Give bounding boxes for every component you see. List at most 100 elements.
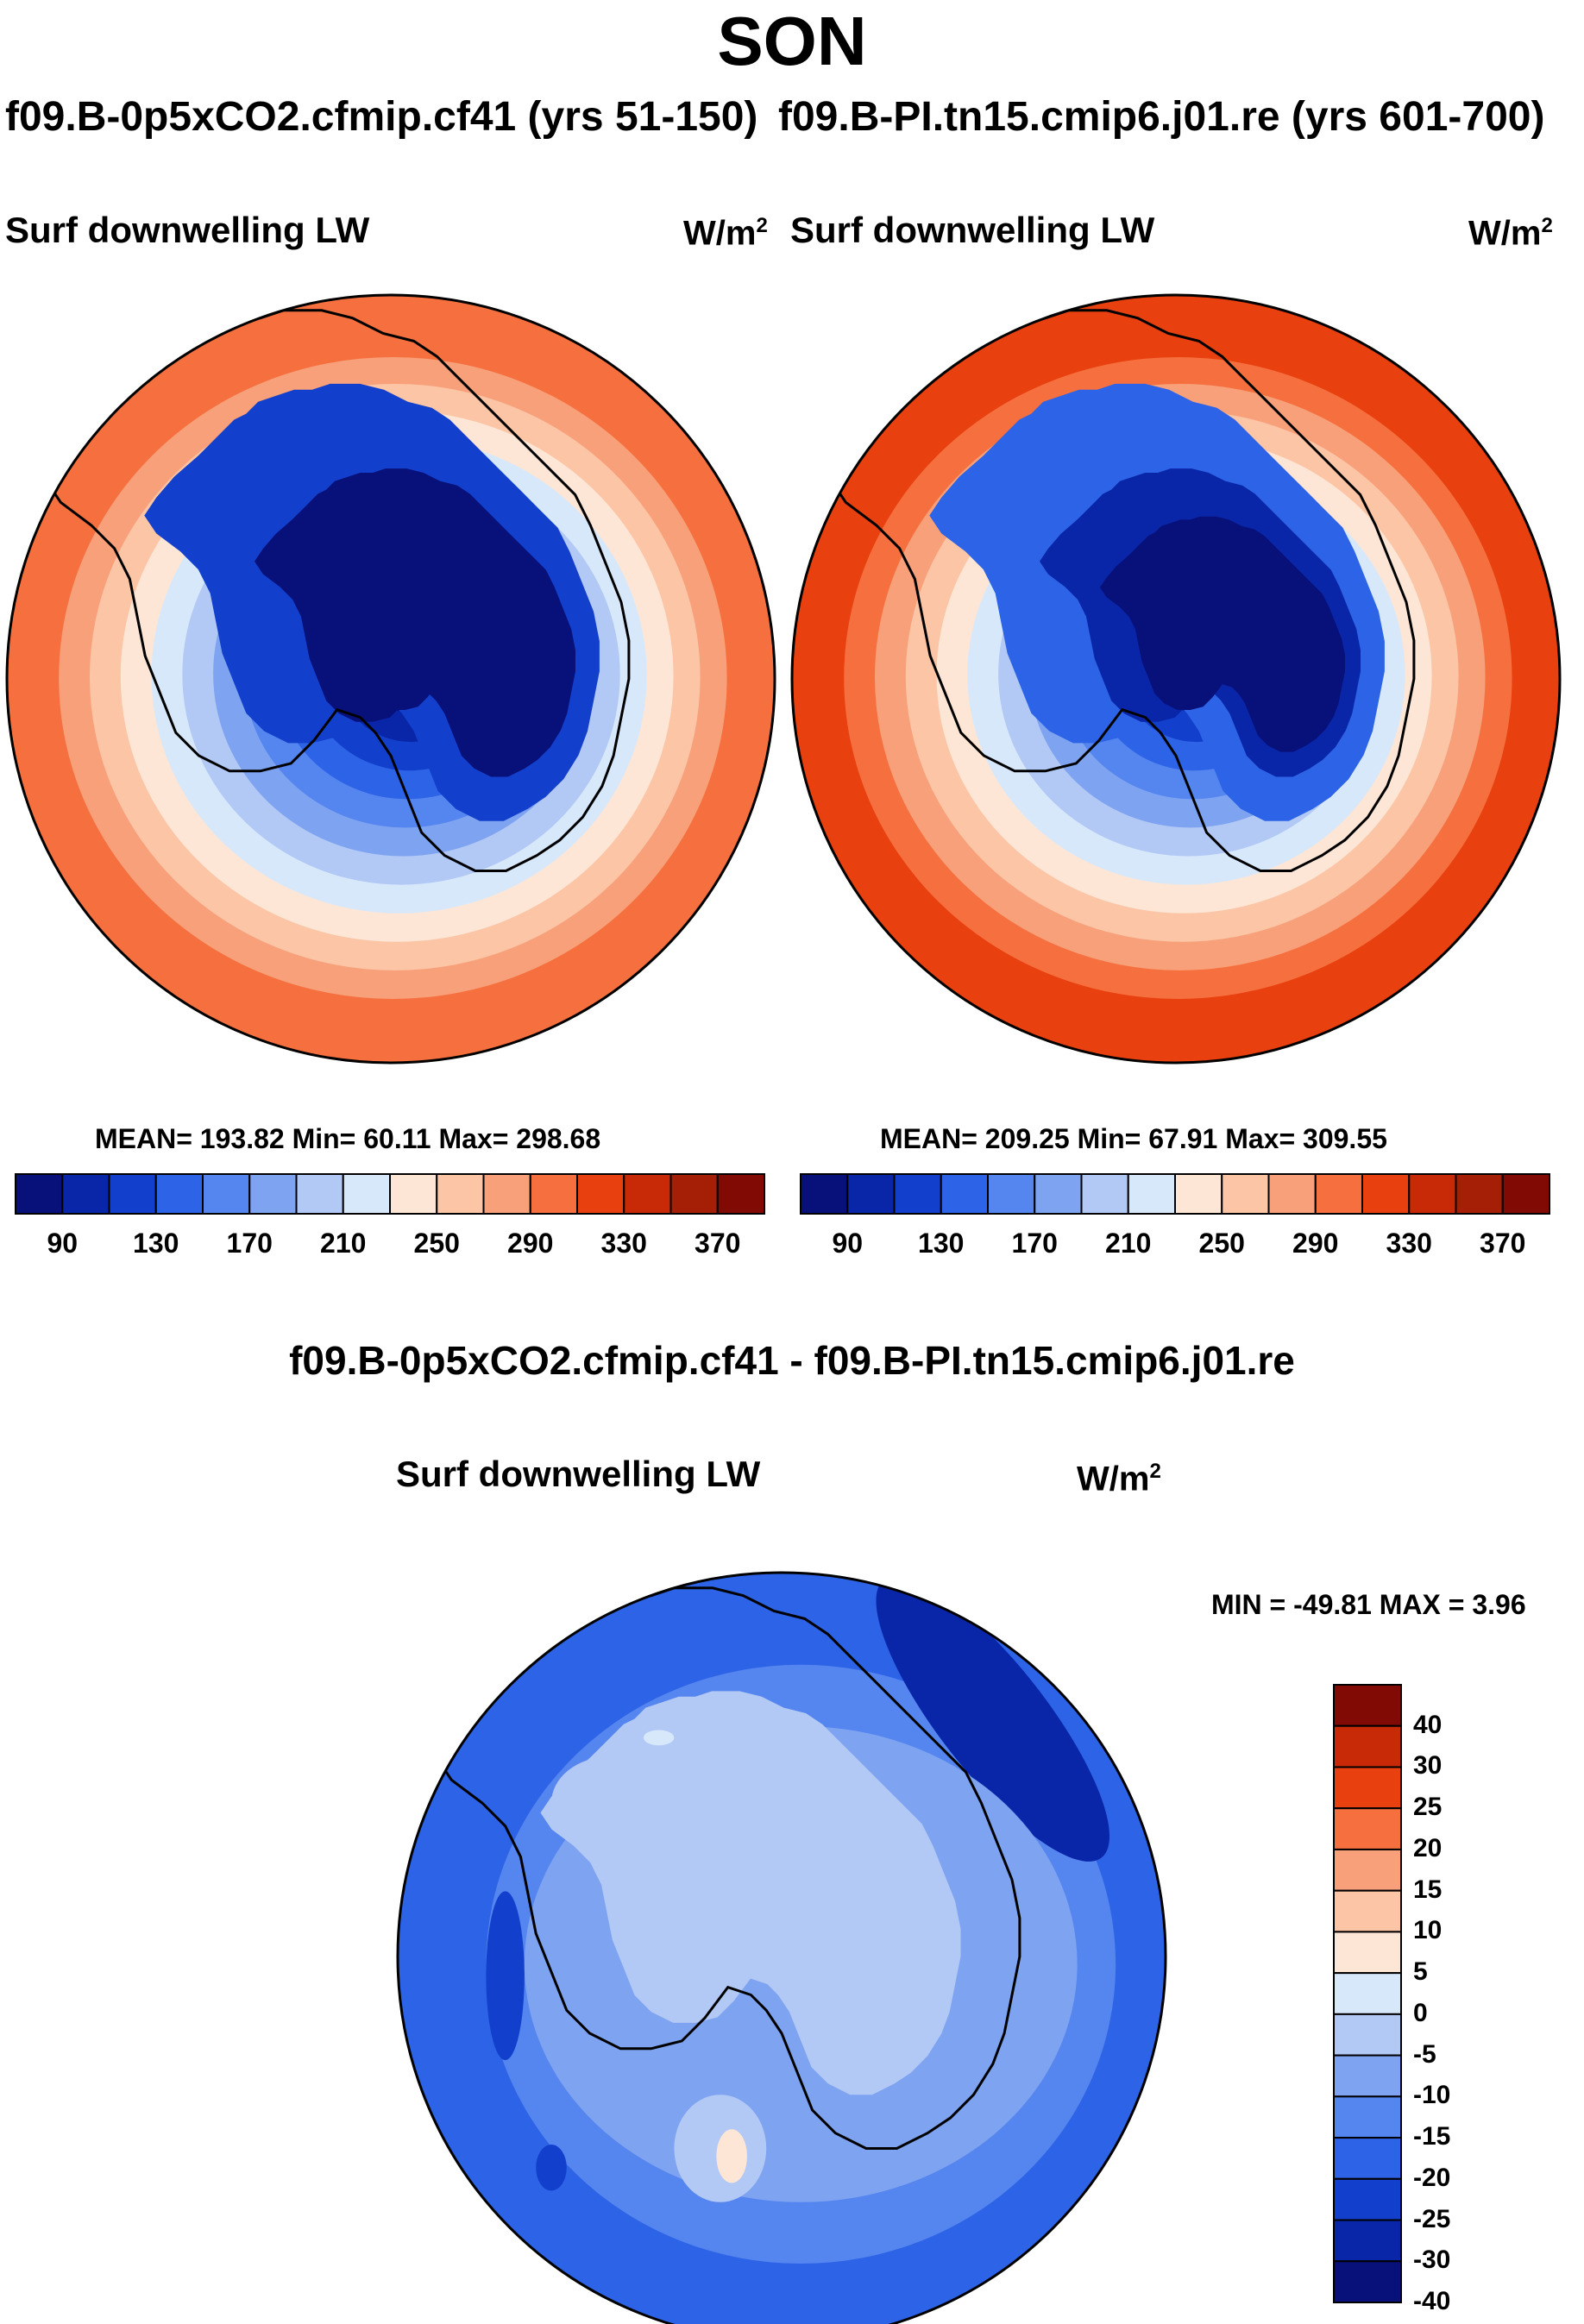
diff-variable: Surf downwelling LW — [396, 1454, 761, 1494]
colorbar-cell — [482, 1173, 531, 1215]
panel1-stats: MEAN= 193.82 Min= 60.11 Max= 298.68 — [95, 1123, 601, 1154]
colorbar-tick-label: 130 — [918, 1228, 965, 1259]
colorbar-cell — [202, 1173, 251, 1215]
contour-band — [551, 1756, 667, 1850]
colorbar-tick-label: 250 — [1198, 1228, 1245, 1259]
colorbar-cell — [1333, 2013, 1402, 2057]
diff-units: W/m2 — [1077, 1460, 1161, 1498]
colorbar-cell — [1501, 1173, 1550, 1215]
contour-band — [716, 2129, 747, 2183]
colorbar-cell — [1361, 1173, 1411, 1215]
colorbar-panel-1 — [15, 1173, 765, 1215]
colorbar-cell — [987, 1173, 1036, 1215]
colorbar-cell — [1333, 1931, 1402, 1975]
colorbar-tick-label: 20 — [1413, 1833, 1443, 1862]
coastline — [434, 1586, 1021, 2150]
colorbar-cell — [1333, 1889, 1402, 1933]
colorbar-cell — [800, 1173, 849, 1215]
colorbar-cell — [15, 1173, 64, 1215]
case-label-left: f09.B-0p5xCO2.cfmip.cf41 (yrs 51-150) — [5, 94, 758, 140]
colorbar-cell — [716, 1173, 765, 1215]
colorbar-tick-label: -30 — [1413, 2245, 1451, 2275]
colorbar-cell — [108, 1173, 157, 1215]
colorbar-cell — [248, 1173, 298, 1215]
colorbar-tick-label: 90 — [832, 1228, 864, 1259]
colorbar-cell — [1314, 1173, 1363, 1215]
colorbar-cell — [529, 1173, 578, 1215]
colorbar-tick-label: 210 — [320, 1228, 367, 1259]
colorbar-cell — [1333, 2219, 1402, 2263]
colorbar-cell — [1333, 1684, 1402, 1727]
colorbar-tick-label: 290 — [1292, 1228, 1339, 1259]
map-outline — [5, 293, 776, 1065]
colorbar-cell — [1034, 1173, 1083, 1215]
colorbar-cell — [1408, 1173, 1457, 1215]
colorbar-tick-label: 330 — [1386, 1228, 1432, 1259]
colorbar-tick-label: 130 — [133, 1228, 179, 1259]
colorbar-tick-label: -40 — [1413, 2287, 1451, 2315]
colorbar-cell — [1080, 1173, 1129, 1215]
colorbar-tick-label: 0 — [1413, 1998, 1428, 2027]
plateau-core-fill — [314, 516, 560, 752]
colorbar-cell — [669, 1173, 719, 1215]
case-label-right: f09.B-PI.tn15.cmip6.j01.re (yrs 601-700) — [778, 94, 1545, 140]
colorbar-cell — [893, 1173, 942, 1215]
panel2-units: W/m2 — [1468, 214, 1553, 253]
colorbar-cell — [1333, 1848, 1402, 1892]
map-panel-2 — [792, 295, 1560, 1063]
colorbar-cell — [1333, 1766, 1402, 1810]
contour-band — [486, 1891, 525, 2061]
colorbar-tick-label: 170 — [226, 1228, 273, 1259]
coastline — [828, 309, 1416, 872]
colorbar-cell — [1267, 1173, 1317, 1215]
contour-band — [876, 1575, 1110, 1862]
colorbar-cell — [1455, 1173, 1504, 1215]
colorbar-cell — [342, 1173, 391, 1215]
colorbar-tick-label: 250 — [413, 1228, 460, 1259]
map-outline — [396, 1571, 1167, 2324]
colorbar-cell — [576, 1173, 625, 1215]
diff-title: f09.B-0p5xCO2.cfmip.cf41 - f09.B-PI.tn15… — [289, 1338, 1295, 1383]
contour-band — [536, 2145, 567, 2191]
colorbar-tick-label: 15 — [1413, 1875, 1443, 1904]
colorbar-cell — [1333, 1972, 1402, 2015]
colorbar-tick-label: -15 — [1413, 2122, 1451, 2151]
colorbar-cell — [1333, 1807, 1402, 1850]
colorbar-cell — [436, 1173, 485, 1215]
colorbar-tick-label: -5 — [1413, 2039, 1436, 2069]
colorbar-tick-label: 370 — [695, 1228, 741, 1259]
plateau-core-fill — [1099, 516, 1345, 752]
season-title: SON — [717, 3, 867, 79]
colorbar-cell — [61, 1173, 110, 1215]
map-outline — [790, 293, 1562, 1065]
map-panel-1 — [7, 295, 775, 1063]
colorbar-cell — [295, 1173, 344, 1215]
colorbar-cell — [1221, 1173, 1270, 1215]
coastline — [43, 309, 631, 872]
colorbar-cell — [389, 1173, 438, 1215]
colorbar-tick-label: 170 — [1011, 1228, 1058, 1259]
colorbar-diff — [1333, 1684, 1402, 2303]
colorbar-cell — [1333, 2095, 1402, 2139]
colorbar-cell — [1333, 2260, 1402, 2303]
colorbar-tick-label: -10 — [1413, 2081, 1451, 2110]
colorbar-cell — [1333, 2177, 1402, 2221]
colorbar-tick-label: 30 — [1413, 1751, 1443, 1781]
panel2-variable: Surf downwelling LW — [790, 210, 1155, 250]
panel1-variable: Surf downwelling LW — [5, 210, 370, 250]
colorbar-tick-label: 370 — [1480, 1228, 1526, 1259]
contour-band — [643, 1730, 675, 1746]
colorbar-cell — [154, 1173, 204, 1215]
colorbar-tick-label: 290 — [507, 1228, 554, 1259]
colorbar-tick-label: 40 — [1413, 1710, 1443, 1739]
colorbar-tick-label: -25 — [1413, 2204, 1451, 2233]
colorbar-cell — [1333, 2054, 1402, 2098]
colorbar-tick-label: 90 — [47, 1228, 79, 1259]
colorbar-cell — [1174, 1173, 1223, 1215]
colorbar-tick-label: 25 — [1413, 1793, 1443, 1822]
colorbar-tick-label: 210 — [1105, 1228, 1152, 1259]
colorbar-cell — [1333, 2137, 1402, 2180]
colorbar-cell — [846, 1173, 896, 1215]
colorbar-tick-label: 10 — [1413, 1916, 1443, 1945]
